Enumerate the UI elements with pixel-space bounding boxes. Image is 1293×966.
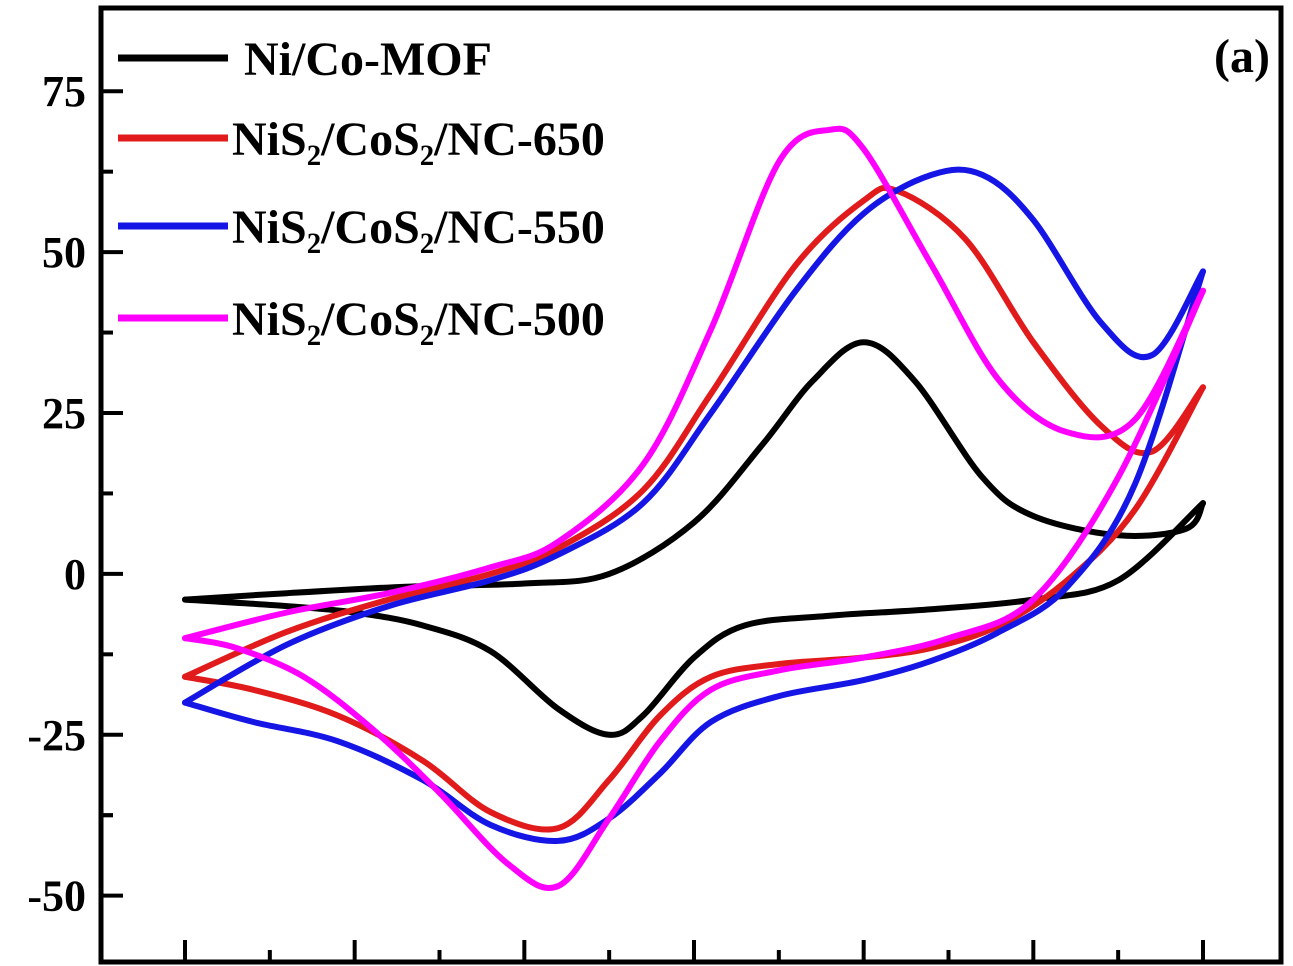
series-line-forward bbox=[182, 184, 1206, 680]
series-1 bbox=[182, 339, 1206, 738]
series-line-forward bbox=[182, 166, 1206, 706]
series-3 bbox=[182, 166, 1206, 844]
legend-label: NiS₂/CoS₂/NC-650 bbox=[232, 113, 605, 166]
legend-item: NiS₂/CoS₂/NC-500 bbox=[118, 293, 605, 346]
legend-item: Ni/Co-MOF bbox=[118, 33, 492, 86]
panel-label: (a) bbox=[1214, 30, 1270, 83]
series-curves bbox=[182, 125, 1206, 891]
legend-label: NiS₂/CoS₂/NC-500 bbox=[232, 293, 605, 346]
y-tick-label: 75 bbox=[42, 67, 86, 116]
y-axis: -50 -25 0 25 50 75 bbox=[27, 67, 123, 921]
y-tick-label: 25 bbox=[42, 389, 86, 438]
series-4 bbox=[182, 125, 1206, 891]
x-axis bbox=[183, 940, 1205, 962]
y-tick-label: -25 bbox=[27, 711, 86, 760]
legend-label: NiS₂/CoS₂/NC-550 bbox=[232, 201, 605, 254]
series-line-reverse bbox=[182, 268, 1206, 844]
legend-item: NiS₂/CoS₂/NC-550 bbox=[118, 201, 605, 254]
y-tick-label: -50 bbox=[27, 872, 86, 921]
plot-frame bbox=[98, 5, 1284, 965]
series-line-reverse bbox=[182, 287, 1206, 891]
y-tick-label: 50 bbox=[42, 228, 86, 277]
legend-label: Ni/Co-MOF bbox=[244, 33, 492, 86]
legend: Ni/Co-MOF NiS₂/CoS₂/NC-650 NiS₂/CoS₂/NC-55… bbox=[118, 33, 605, 346]
legend-item: NiS₂/CoS₂/NC-650 bbox=[118, 113, 605, 166]
series-line-forward bbox=[182, 339, 1206, 603]
y-tick-label: 0 bbox=[64, 550, 86, 599]
series-line-forward bbox=[182, 125, 1206, 642]
